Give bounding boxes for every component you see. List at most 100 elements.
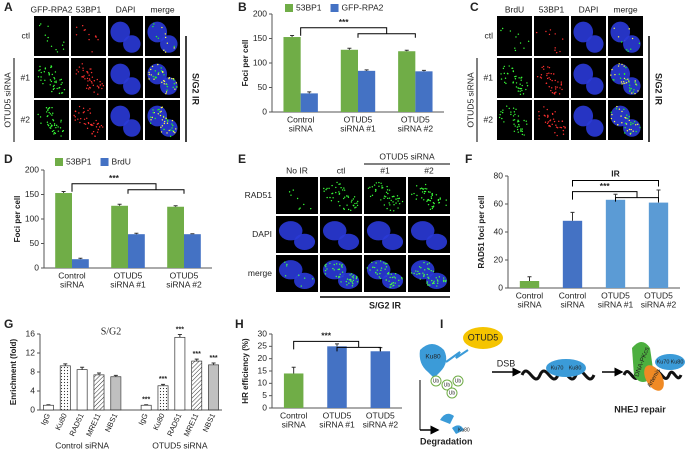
focus	[500, 29, 502, 32]
x-tick-label: Ku80	[151, 412, 167, 432]
ub-label: Ub	[433, 378, 440, 384]
focus	[171, 123, 173, 125]
y-tick-label: 80	[494, 170, 504, 180]
focus	[49, 84, 51, 86]
focus	[62, 130, 65, 132]
focus	[617, 65, 620, 67]
focus	[627, 78, 629, 80]
focus	[556, 51, 558, 54]
focus	[343, 208, 345, 211]
column-label: DAPI	[116, 4, 136, 14]
y-tick-label: 4	[30, 385, 35, 395]
otud5-label: OTUD5	[468, 332, 499, 342]
focus	[171, 77, 173, 80]
focus	[380, 267, 383, 269]
ub-label: Ub	[455, 378, 462, 384]
focus	[392, 201, 394, 203]
focus	[299, 207, 301, 209]
error-bar	[307, 91, 312, 94]
focus	[353, 196, 356, 198]
x-tick-label: NBS1	[103, 412, 119, 434]
focus	[555, 124, 557, 126]
focus	[517, 115, 520, 117]
focus	[520, 87, 523, 90]
x-tick-label: siRNA #1	[598, 299, 634, 309]
row-label: ctl	[22, 30, 31, 40]
focus	[514, 47, 516, 49]
focus	[630, 123, 632, 126]
error-bar	[347, 47, 352, 50]
nucleus	[294, 272, 316, 290]
error-bar	[113, 374, 118, 377]
lightning	[445, 349, 469, 363]
bar	[59, 365, 71, 411]
focus	[164, 36, 167, 39]
focus	[437, 198, 440, 201]
focus	[161, 125, 164, 127]
focus	[174, 88, 176, 90]
focus	[562, 129, 565, 132]
focus	[432, 205, 435, 207]
focus	[620, 115, 622, 117]
focus	[436, 282, 439, 284]
focus	[373, 266, 376, 269]
focus	[86, 117, 88, 120]
x-tick-label: siRNA #1	[340, 123, 376, 133]
focus	[50, 45, 53, 47]
focus	[618, 63, 620, 65]
focus	[635, 130, 637, 133]
focus	[160, 131, 163, 133]
focus	[172, 86, 174, 89]
focus	[549, 29, 552, 31]
focus	[549, 78, 552, 81]
focus	[518, 125, 520, 127]
y-tick-label: 25	[258, 341, 268, 351]
focus	[162, 71, 164, 74]
focus	[632, 91, 634, 93]
focus	[519, 42, 522, 44]
focus	[91, 82, 93, 84]
x-tick-label: OTUD5	[601, 290, 630, 300]
focus	[547, 114, 549, 117]
focus	[433, 280, 435, 283]
focus	[514, 78, 517, 80]
nucleus	[426, 272, 448, 290]
column-label: 53BP1	[76, 4, 102, 14]
focus	[149, 116, 152, 118]
focus	[637, 123, 639, 126]
legend-label: BrdU	[112, 156, 131, 166]
focus	[523, 47, 525, 49]
focus	[336, 181, 338, 184]
focus	[160, 70, 163, 72]
focus	[424, 187, 426, 190]
focus	[518, 120, 520, 123]
x-tick-label: RAD51	[67, 412, 85, 438]
focus	[379, 260, 382, 262]
side-label: S/G2 IR	[654, 73, 664, 106]
x-tick-label: siRNA #1	[110, 279, 146, 289]
focus	[621, 122, 623, 124]
focus	[52, 119, 55, 122]
focus	[427, 198, 429, 201]
focus	[628, 80, 630, 82]
focus	[421, 191, 424, 193]
focus	[352, 283, 354, 285]
focus	[331, 192, 334, 194]
focus	[369, 186, 371, 189]
focus	[369, 195, 372, 198]
focus	[383, 195, 386, 197]
error-bar	[78, 257, 83, 260]
focus	[157, 37, 160, 39]
error-bar-line	[173, 205, 178, 207]
focus	[52, 118, 54, 121]
x-tick-label: siRNA #2	[398, 123, 434, 133]
focus	[398, 279, 400, 282]
focus	[435, 194, 438, 196]
row-group-label: OTUD5 siRNA	[2, 72, 12, 128]
focus	[419, 273, 421, 275]
error-bar-line	[527, 276, 532, 281]
focus	[625, 81, 628, 84]
focus	[391, 276, 394, 279]
focus	[345, 195, 348, 197]
